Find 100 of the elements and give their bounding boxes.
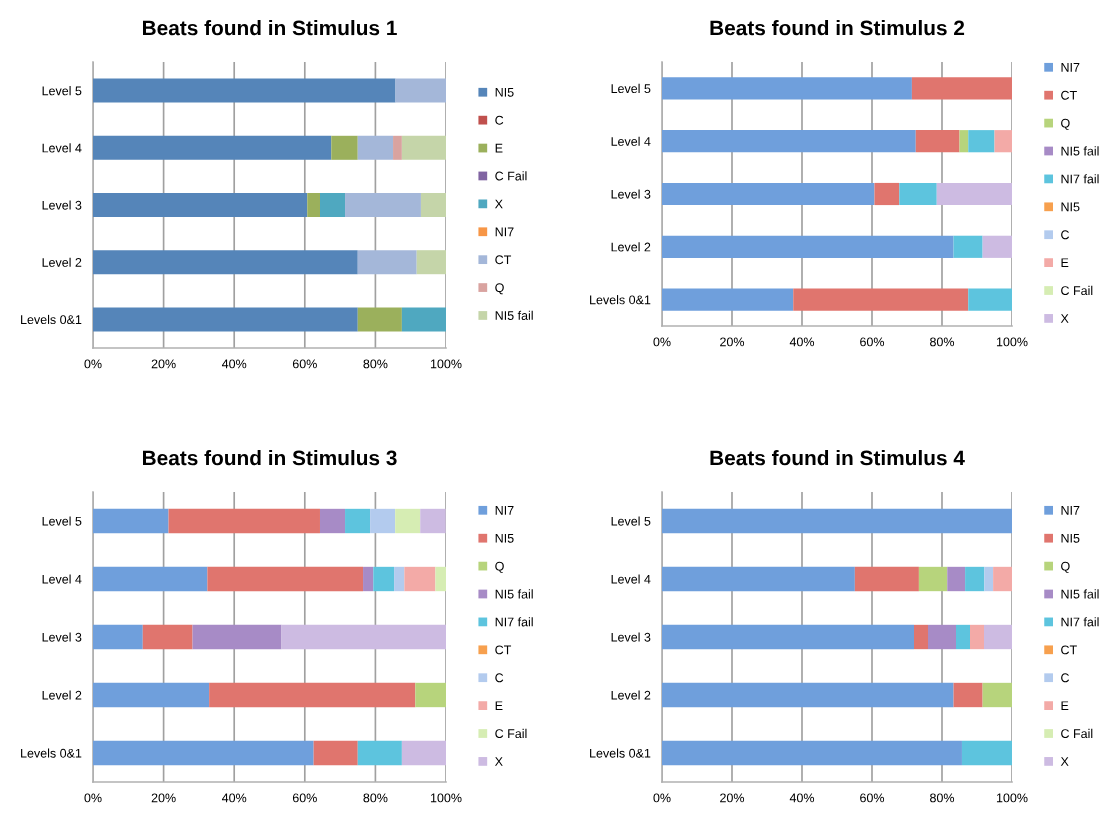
- bar: [953, 235, 983, 258]
- chart-title: Beats found in Stimulus 1: [143, 20, 397, 36]
- legend-label: C: [495, 115, 504, 125]
- bar: [142, 624, 193, 650]
- legend-label: C: [1061, 230, 1070, 240]
- bar: [662, 182, 875, 206]
- x-tick-label: 20%: [151, 359, 176, 369]
- bar: [662, 235, 954, 258]
- legend-label: C Fail: [495, 728, 527, 739]
- legend-label: NI5 fail: [1061, 589, 1099, 599]
- bar: [968, 130, 995, 153]
- legend-label: C Fail: [1061, 728, 1093, 739]
- x-tick-label: 60%: [292, 793, 317, 803]
- y-tick-label: Level 4: [42, 143, 82, 153]
- legend-label: NI7: [1061, 506, 1080, 515]
- legend-label: E: [495, 143, 503, 153]
- legend-label: NI5 fail: [495, 310, 533, 320]
- legend-label: CT: [495, 645, 512, 655]
- bar: [363, 566, 374, 592]
- bar: [854, 566, 919, 592]
- x-tick-label: 40%: [789, 337, 815, 347]
- bar: [373, 566, 395, 592]
- bar: [395, 508, 421, 534]
- y-tick-label: Levels 0&1: [590, 748, 651, 758]
- bar: [982, 682, 1012, 708]
- bar: [393, 135, 402, 160]
- y-tick-label: Level 2: [42, 690, 82, 700]
- legend-label: X: [494, 199, 503, 209]
- x-tick-label: 80%: [930, 337, 955, 347]
- y-tick-label: Level 5: [42, 86, 82, 96]
- bar: [357, 307, 402, 332]
- bar: [435, 566, 446, 592]
- legend-label: X: [494, 757, 503, 766]
- legend-label: NI7 fail: [1061, 174, 1099, 184]
- bar: [662, 740, 962, 766]
- legend-label: X: [1060, 757, 1069, 766]
- bar: [420, 508, 446, 534]
- bar: [662, 77, 912, 100]
- bar: [93, 135, 332, 160]
- x-tick-label: 40%: [221, 793, 247, 803]
- bar: [947, 566, 966, 592]
- x-tick-label: 0%: [84, 793, 102, 803]
- bar: [993, 566, 1012, 592]
- bar: [416, 250, 446, 275]
- bar: [93, 78, 396, 103]
- bar: [345, 508, 371, 534]
- bar: [331, 135, 358, 160]
- legend-label: NI7: [495, 227, 514, 237]
- legend-label: CT: [1061, 645, 1077, 655]
- bar: [401, 307, 446, 332]
- legend-label: Q: [1061, 561, 1070, 573]
- legend-label: X: [1060, 314, 1069, 323]
- bar: [662, 130, 916, 153]
- y-tick-label: Level 5: [611, 516, 651, 526]
- x-tick-label: 60%: [860, 793, 885, 803]
- y-tick-label: Levels 0&1: [21, 314, 82, 325]
- x-tick-label: 100%: [996, 793, 1028, 803]
- x-tick-label: 20%: [151, 793, 176, 803]
- bar: [956, 624, 970, 650]
- bar: [918, 566, 948, 592]
- x-tick-label: 100%: [430, 359, 462, 369]
- bar: [874, 182, 900, 206]
- bar: [93, 307, 358, 332]
- legend-label: NI7 fail: [1061, 617, 1099, 627]
- bar: [662, 288, 794, 311]
- x-tick-label: 100%: [430, 793, 462, 803]
- bar: [207, 566, 364, 592]
- bar: [793, 288, 969, 311]
- y-tick-label: Levels 0&1: [21, 748, 82, 758]
- bar: [319, 508, 346, 534]
- x-tick-label: 80%: [930, 793, 955, 803]
- bar: [984, 566, 994, 592]
- y-tick-label: Level 2: [42, 257, 82, 267]
- legend-label: NI5: [1061, 202, 1080, 212]
- x-tick-label: 0%: [653, 337, 671, 347]
- legend-label: NI5: [495, 533, 514, 543]
- bar: [959, 130, 969, 153]
- chart-title: Beats found in Stimulus 4: [710, 450, 965, 466]
- x-tick-label: 80%: [363, 793, 388, 803]
- legend-label: E: [1061, 701, 1069, 710]
- legend-label: C: [495, 673, 504, 683]
- x-tick-label: 100%: [996, 337, 1028, 347]
- legend-label: NI5 fail: [1061, 146, 1099, 156]
- bar: [319, 192, 346, 218]
- legend-label: C Fail: [1061, 285, 1093, 296]
- bar: [93, 250, 358, 275]
- legend-label: NI7 fail: [495, 617, 533, 627]
- chart-title: Beats found in Stimulus 3: [143, 450, 397, 466]
- x-tick-label: 0%: [653, 793, 671, 803]
- x-tick-label: 60%: [292, 359, 317, 369]
- legend-label: NI5: [495, 88, 514, 97]
- bar: [93, 624, 143, 650]
- bar: [968, 288, 1012, 311]
- y-tick-label: Level 4: [611, 136, 651, 146]
- y-tick-label: Level 2: [611, 690, 651, 700]
- bar: [168, 508, 320, 534]
- bar: [192, 624, 282, 650]
- x-tick-label: 40%: [789, 793, 815, 803]
- bar: [404, 566, 436, 592]
- bar: [307, 192, 320, 218]
